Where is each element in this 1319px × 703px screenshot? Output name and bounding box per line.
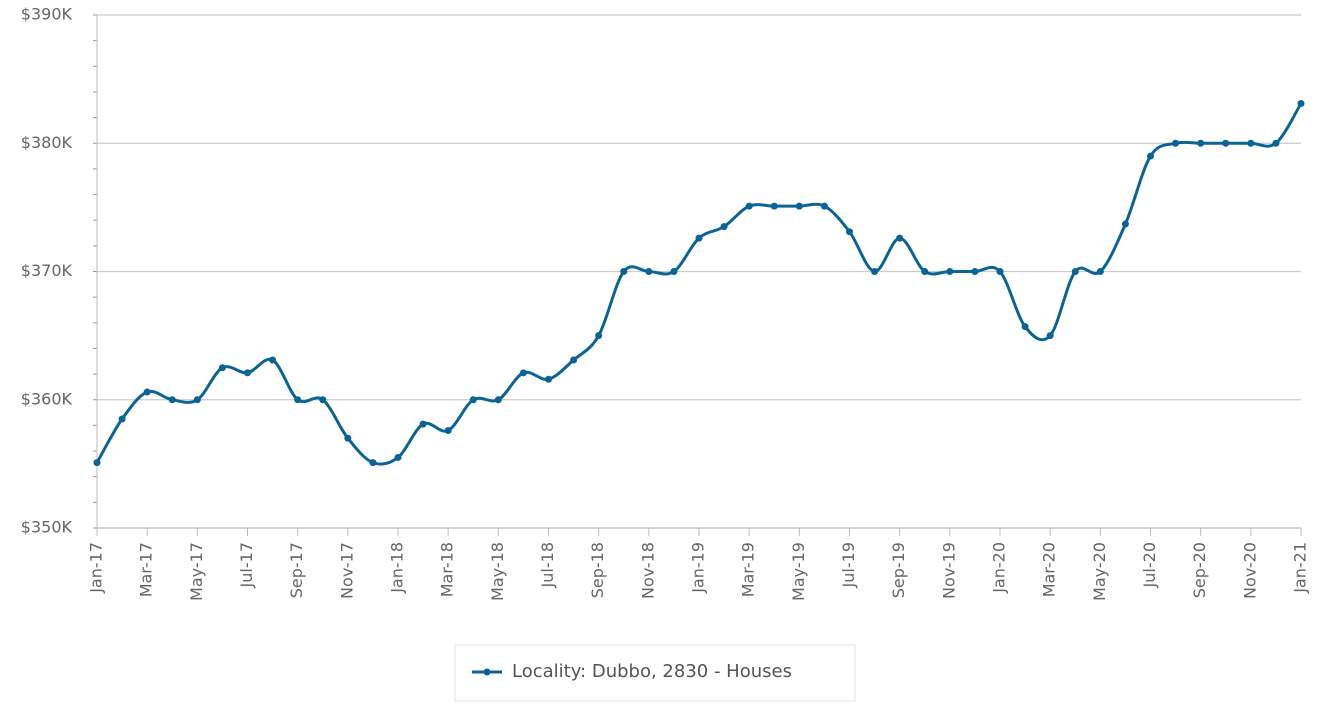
y-tick-label: $390K	[21, 5, 73, 24]
point	[494, 396, 502, 404]
point	[545, 375, 552, 383]
point	[745, 202, 753, 210]
point	[168, 396, 176, 404]
point	[469, 396, 477, 404]
point	[946, 268, 954, 275]
point	[570, 356, 578, 364]
point	[620, 268, 628, 275]
y-tick-label: $380K	[21, 133, 73, 152]
x-tick-label: Jan-18	[388, 542, 407, 594]
x-tick-label: Jan-20	[990, 542, 1009, 594]
point	[519, 369, 527, 377]
x-tick-label: Jul-18	[538, 542, 557, 588]
point	[143, 388, 151, 396]
point	[193, 396, 201, 404]
y-tick-label: $360K	[21, 389, 73, 408]
point	[1021, 323, 1029, 331]
point	[720, 223, 728, 231]
point	[218, 364, 226, 372]
point	[770, 202, 778, 210]
point	[921, 268, 929, 275]
x-tick-label: Sep-18	[588, 542, 607, 598]
point	[1172, 139, 1180, 147]
legend-label: Locality: Dubbo, 2830 - Houses	[512, 661, 792, 682]
point	[319, 396, 327, 404]
y-tick-label: $370K	[21, 261, 73, 280]
point	[394, 453, 402, 461]
line	[95, 102, 1303, 466]
x-tick-label: Mar-19	[739, 542, 758, 597]
point	[344, 434, 352, 442]
point	[294, 396, 302, 404]
x-tick-label: Nov-17	[337, 542, 356, 599]
point	[369, 459, 377, 467]
y-tick-label: $350K	[21, 518, 73, 537]
point	[1121, 220, 1129, 228]
x-tick-label: Mar-18	[438, 542, 457, 597]
point	[444, 427, 452, 435]
point	[1046, 332, 1054, 340]
x-tick-label: Jul-17	[237, 542, 256, 588]
point	[1272, 139, 1280, 147]
x-tick-label: May-18	[488, 542, 507, 601]
x-tick-label: Jul-19	[839, 542, 858, 588]
point	[244, 369, 251, 377]
x-tick-label: May-19	[789, 542, 808, 601]
x-tick-label: Sep-17	[287, 542, 306, 598]
x-tick-label: Nov-19	[939, 542, 958, 599]
point	[695, 234, 703, 242]
point	[1197, 139, 1205, 147]
x-tick-label: Jul-20	[1140, 542, 1159, 588]
x-tick-label: Mar-20	[1040, 542, 1059, 597]
point	[118, 415, 126, 423]
point	[1096, 268, 1104, 275]
x-tick-label: May-17	[187, 542, 206, 601]
point	[1071, 268, 1079, 275]
x-tick-label: Nov-18	[638, 542, 657, 599]
x-tick-label: Jan-17	[87, 542, 106, 594]
x-tick-label: Jan-21	[1291, 542, 1310, 594]
point	[1147, 152, 1154, 160]
point	[871, 268, 879, 275]
point	[419, 420, 427, 428]
x-tick-label: Mar-17	[137, 542, 156, 597]
point	[269, 356, 277, 364]
point	[1297, 99, 1305, 107]
x-tick-label: Nov-20	[1240, 542, 1259, 599]
point	[996, 268, 1004, 275]
point	[93, 459, 101, 467]
point	[670, 268, 678, 275]
x-tick-label: Jan-19	[689, 542, 708, 594]
point	[645, 268, 653, 275]
point	[595, 332, 603, 340]
point	[1247, 139, 1255, 147]
point	[971, 268, 979, 275]
point	[846, 228, 853, 236]
point	[820, 202, 828, 210]
legend-marker	[483, 668, 491, 676]
point	[1222, 139, 1230, 147]
point	[896, 234, 904, 242]
x-tick-label: Sep-20	[1190, 542, 1209, 598]
legend-box	[454, 644, 856, 702]
x-tick-label: Sep-19	[889, 542, 908, 598]
point	[795, 202, 803, 210]
x-tick-label: May-20	[1090, 542, 1109, 601]
